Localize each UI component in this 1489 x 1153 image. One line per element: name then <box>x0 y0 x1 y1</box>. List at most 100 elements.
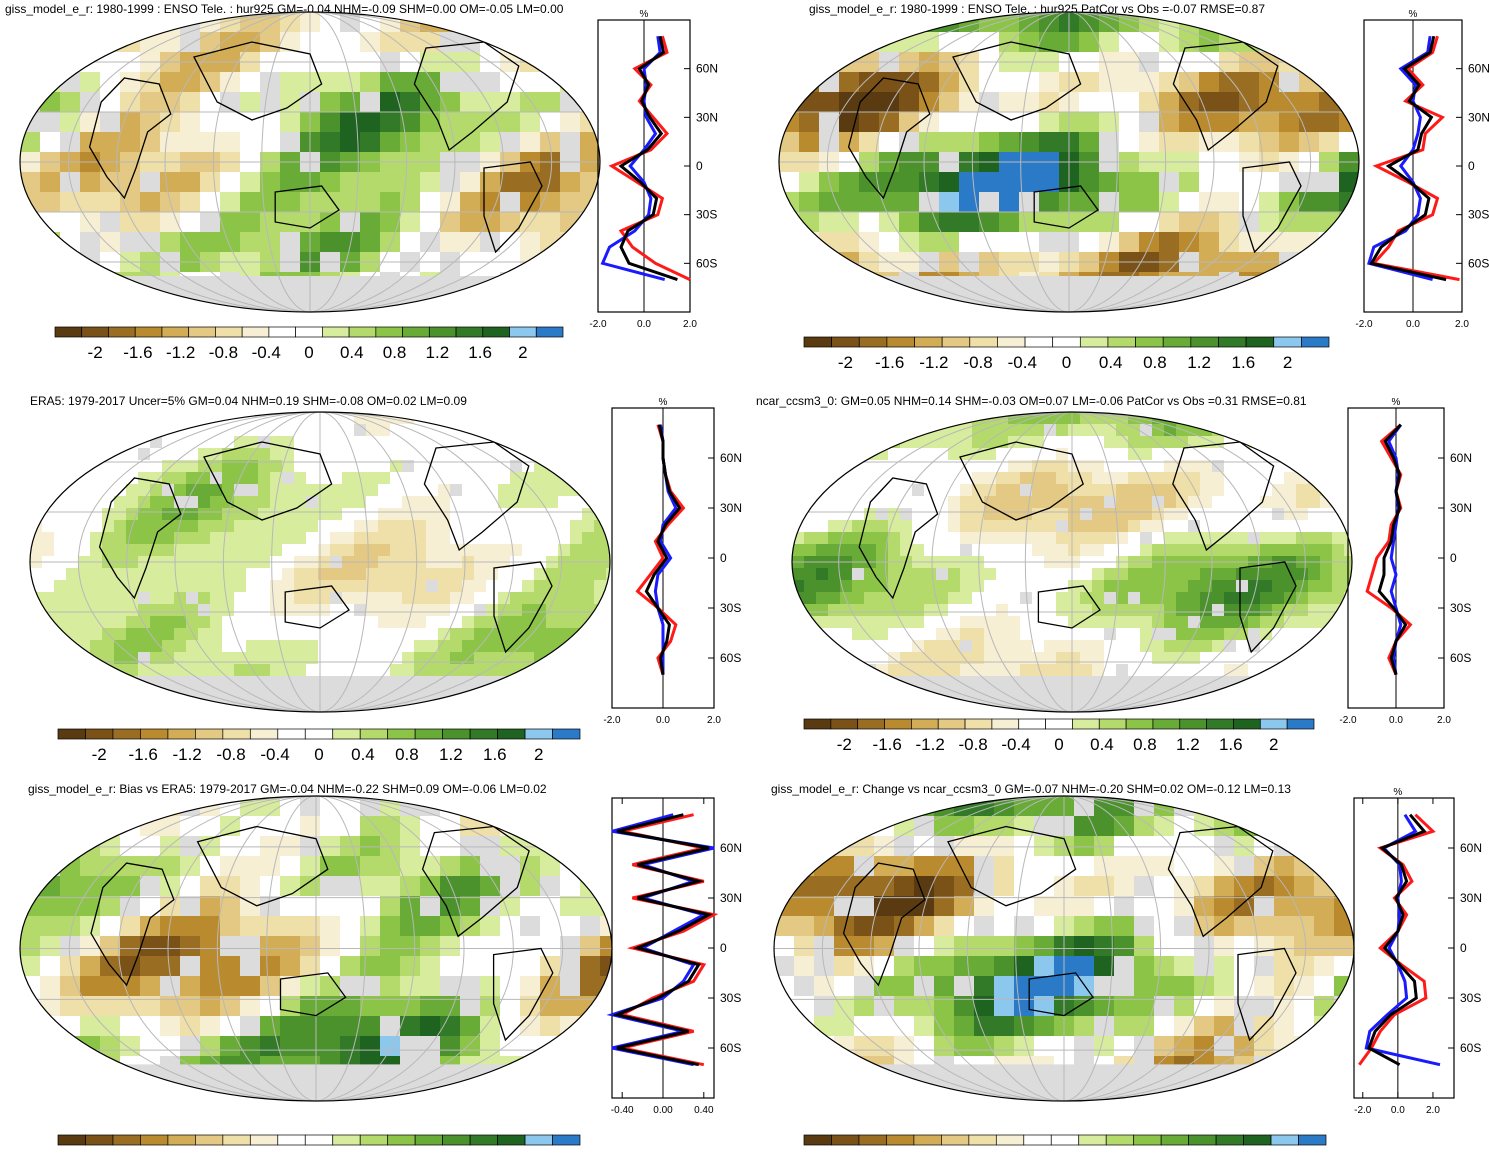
colorbar-swatch <box>1135 336 1164 348</box>
colorbar-swatch <box>322 326 350 338</box>
zonal-lat-label: 30S <box>720 991 741 1005</box>
colorbar-swatch <box>188 326 216 338</box>
zonal-lat-label: 30N <box>696 110 718 124</box>
panel-6: giss_model_e_r: Change vs ncar_ccsm3_0 G… <box>744 768 1489 1153</box>
colorbar-swatch <box>524 1134 553 1146</box>
colorbar-label: -1.6 <box>129 745 158 764</box>
panel-title: giss_model_e_r: Bias vs ERA5: 1979-2017 … <box>28 782 547 796</box>
colorbar-swatch <box>387 728 416 740</box>
colorbar-swatch <box>1270 1134 1299 1146</box>
colorbar-label: 1 <box>1280 1151 1289 1152</box>
colorbar-swatch <box>134 326 163 338</box>
colorbar: -2 -1.6 -1.2 -0.8 -0.4 0 0.4 0.8 1.2 1.6 2 <box>803 718 1315 754</box>
panel-3: ERA5: 1979-2017 Uncer=5% GM=0.04 NHM=0.1… <box>0 384 744 768</box>
colorbar-swatch <box>332 1134 361 1146</box>
colorbar-label: -0.8 <box>875 1151 904 1152</box>
colorbar-swatch <box>1245 336 1275 348</box>
colorbar-swatch <box>108 326 136 338</box>
colorbar-swatch <box>1125 718 1154 730</box>
panel-title: ncar_ccsm3_0: GM=0.05 NHM=0.14 SHM=-0.03… <box>756 394 1307 408</box>
coastlines <box>847 41 1302 254</box>
colorbar-label: -1.6 <box>875 353 904 372</box>
colorbar-swatch <box>442 1134 471 1146</box>
map-field <box>774 796 1354 1101</box>
colorbar-swatch <box>1298 1134 1327 1146</box>
colorbar-swatch <box>1233 718 1261 730</box>
colorbar-swatch <box>249 1134 279 1146</box>
colorbar-label: 0.6 <box>439 1151 463 1152</box>
colorbar-swatch <box>1190 336 1219 348</box>
panel-1: giss_model_e_r: 1980-1999 : ENSO Tele. :… <box>0 0 744 384</box>
colorbar-label: 0.8 <box>383 343 407 362</box>
colorbar-swatch <box>1162 336 1192 348</box>
zonal-lat-label: 60S <box>1450 651 1471 665</box>
colorbar: -1 -0.8 -0.6 -0.4 -0.2 0 0.2 0.4 0.6 0.8 1 <box>57 1134 581 1152</box>
model-zonal-line <box>1358 813 1436 1066</box>
colorbar-swatch <box>1105 1134 1135 1146</box>
colorbar-swatch <box>803 1134 832 1146</box>
zonal-xtick-label: 0.00 <box>653 1105 673 1116</box>
colorbar-label: 0.6 <box>1185 1151 1209 1152</box>
colorbar-swatch <box>387 1134 416 1146</box>
zonal-xtick-label: 0.40 <box>694 1105 714 1116</box>
colorbar-swatch <box>54 326 83 338</box>
zonal-lat-label: 60S <box>720 1041 741 1055</box>
colorbar-swatch <box>1079 336 1109 348</box>
zonal-lat-label: 30S <box>696 208 717 222</box>
colorbar-swatch <box>1024 336 1054 348</box>
colorbar-label: 0.8 <box>1229 1151 1253 1152</box>
colorbar-swatch <box>1050 1134 1080 1146</box>
colorbar-swatch <box>469 728 498 740</box>
colorbar-label: 0.4 <box>1090 735 1114 754</box>
colorbar: -1 -0.8 -0.6 -0.4 -0.2 0 0.2 0.4 0.6 0.8 1 <box>803 1134 1327 1152</box>
colorbar-swatch <box>85 728 114 740</box>
panel-chart: % -2.0 0.0 2.0 60N 30N 0 30S 60S -2 -1.6 -1.2 -0.8 -0… <box>791 397 1472 754</box>
mean-zonal-line <box>1367 813 1427 1067</box>
colorbar-label: 0.8 <box>1143 353 1167 372</box>
colorbar-swatch <box>1078 1134 1107 1146</box>
colorbar-label: -2 <box>838 353 853 372</box>
colorbar-swatch <box>81 326 109 338</box>
zonal-unit: % <box>659 397 668 408</box>
colorbar-label: 1.6 <box>1219 735 1243 754</box>
zonal-lat-label: 30N <box>1460 891 1482 905</box>
zonal-lat-label: 30N <box>1468 110 1489 124</box>
colorbar-swatch <box>57 728 86 740</box>
zonal-lat-label: 60N <box>1460 841 1482 855</box>
colorbar-label: -1.2 <box>172 745 201 764</box>
colorbar-swatch <box>455 326 484 338</box>
mean-zonal-line <box>1377 423 1408 676</box>
colorbar-label: -1.6 <box>123 343 152 362</box>
colorbar-swatch <box>1215 1134 1244 1146</box>
colorbar-swatch <box>997 336 1026 348</box>
colorbar-label: -0.4 <box>216 1151 245 1152</box>
coastlines <box>88 41 543 254</box>
map-border <box>19 11 601 313</box>
colorbar-label: 1.2 <box>1187 353 1211 372</box>
colorbar-swatch <box>552 728 581 740</box>
zonal-unit: % <box>1409 9 1418 20</box>
colorbar-swatch <box>140 728 169 740</box>
colorbar-swatch <box>1259 718 1288 730</box>
colorbar-swatch <box>1023 1134 1052 1146</box>
zonal-lat-label: 0 <box>696 159 703 173</box>
zonal-mean-plot: % -2.0 0.0 2.0 60N 30N 0 30S 60S <box>1355 9 1489 330</box>
colorbar-swatch <box>886 1134 915 1146</box>
mean-zonal-line <box>1369 35 1447 282</box>
map-field <box>779 12 1359 312</box>
colorbar-label: 0 <box>1062 353 1071 372</box>
panel-title: giss_model_e_r: 1980-1999 : ENSO Tele. :… <box>809 2 1266 16</box>
colorbar-label: 0.4 <box>340 343 364 362</box>
colorbar-swatch <box>991 718 1020 730</box>
colorbar-label: 1.6 <box>483 745 507 764</box>
zonal-mean-plot: % -2.0 0.0 2.0 60N 30N 0 30S 60S <box>589 9 718 330</box>
colorbar: -2 -1.6 -1.2 -0.8 -0.4 0 0.4 0.8 1.2 1.6 2 <box>803 336 1330 372</box>
zonal-xtick-label: 2.0 <box>707 715 721 726</box>
graticule <box>774 796 1354 1101</box>
colorbar-swatch <box>552 1134 581 1146</box>
colorbar-label: 0 <box>314 1151 323 1152</box>
panel-title: giss_model_e_r: 1980-1999 : ENSO Tele. :… <box>5 2 564 16</box>
colorbar-swatch <box>359 1134 389 1146</box>
map-field <box>20 796 612 1101</box>
colorbar-swatch <box>1218 336 1247 348</box>
